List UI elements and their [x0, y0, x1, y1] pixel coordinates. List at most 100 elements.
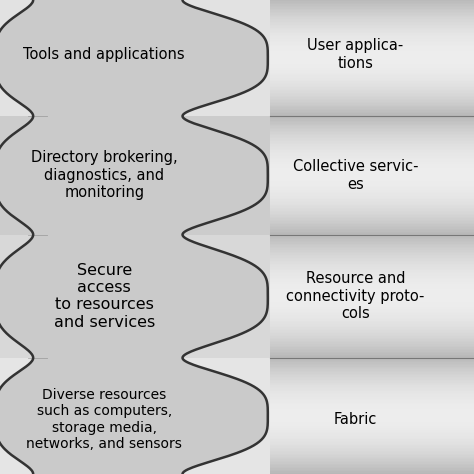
Bar — [270, 329, 474, 332]
Bar — [270, 286, 474, 289]
Bar — [270, 67, 474, 70]
Bar — [270, 27, 474, 29]
Bar — [270, 352, 474, 355]
Bar — [270, 128, 474, 131]
Bar — [270, 267, 474, 270]
Bar — [270, 188, 474, 190]
Bar — [270, 295, 474, 298]
Bar — [270, 167, 474, 170]
Bar — [270, 156, 474, 159]
Bar — [270, 135, 474, 137]
Bar — [270, 264, 474, 267]
Bar — [270, 37, 474, 39]
Bar — [270, 114, 474, 116]
Bar — [270, 325, 474, 327]
Bar — [270, 240, 474, 242]
Bar — [270, 88, 474, 90]
Bar — [270, 96, 474, 99]
Bar — [270, 413, 474, 416]
Bar — [270, 105, 474, 108]
Bar — [0, 116, 474, 235]
Bar — [270, 211, 474, 214]
Bar — [270, 21, 474, 23]
Bar — [270, 418, 474, 420]
Bar — [270, 396, 474, 399]
Bar — [270, 139, 474, 141]
Bar — [270, 226, 474, 229]
Bar — [270, 62, 474, 64]
Bar — [270, 177, 474, 180]
Bar — [270, 456, 474, 458]
Bar — [270, 118, 474, 120]
Bar — [270, 100, 474, 103]
Bar — [270, 161, 474, 164]
Bar — [270, 189, 474, 191]
Bar — [270, 231, 474, 233]
Bar — [270, 70, 474, 73]
Bar — [270, 18, 474, 20]
Text: Fabric: Fabric — [334, 412, 377, 427]
Bar — [270, 0, 474, 1]
Bar — [270, 72, 474, 74]
Bar — [270, 28, 474, 30]
Bar — [270, 425, 474, 428]
Bar — [270, 409, 474, 411]
Bar — [270, 43, 474, 45]
Bar — [270, 374, 474, 377]
Bar — [270, 360, 474, 362]
Bar — [270, 306, 474, 309]
Bar — [270, 434, 474, 436]
Bar — [270, 467, 474, 470]
Bar — [270, 249, 474, 252]
Bar — [270, 263, 474, 265]
Bar — [270, 192, 474, 195]
Bar — [270, 182, 474, 184]
Bar — [270, 343, 474, 346]
Bar — [270, 283, 474, 285]
Bar — [270, 185, 474, 187]
Bar — [270, 146, 474, 149]
Bar — [270, 463, 474, 465]
Bar — [270, 0, 474, 3]
Bar — [270, 2, 474, 4]
Bar — [270, 466, 474, 468]
Bar — [270, 266, 474, 268]
Bar — [270, 395, 474, 397]
Bar — [270, 8, 474, 10]
Bar — [270, 200, 474, 202]
Bar — [270, 48, 474, 51]
Bar — [270, 402, 474, 404]
Bar — [270, 458, 474, 461]
Bar — [270, 202, 474, 205]
Bar — [270, 291, 474, 293]
Bar — [270, 82, 474, 84]
Bar — [270, 63, 474, 65]
Bar — [270, 340, 474, 342]
Bar — [270, 216, 474, 219]
Bar — [270, 357, 474, 359]
Bar — [270, 207, 474, 210]
Text: User applica-
tions: User applica- tions — [307, 38, 404, 71]
Bar — [270, 186, 474, 189]
Bar — [270, 275, 474, 278]
Bar — [270, 438, 474, 441]
Bar — [270, 278, 474, 281]
Bar — [270, 351, 474, 353]
Bar — [270, 204, 474, 207]
Bar — [270, 25, 474, 27]
Bar — [270, 154, 474, 156]
Bar — [270, 443, 474, 445]
Bar — [270, 9, 474, 12]
Bar — [270, 22, 474, 25]
Bar — [270, 320, 474, 322]
Bar — [270, 435, 474, 438]
Bar — [270, 432, 474, 435]
Bar — [270, 127, 474, 129]
Bar — [270, 98, 474, 100]
Bar — [270, 12, 474, 15]
Bar — [270, 133, 474, 136]
Bar — [270, 254, 474, 256]
Bar — [270, 246, 474, 248]
Bar — [270, 260, 474, 263]
Bar — [270, 210, 474, 212]
